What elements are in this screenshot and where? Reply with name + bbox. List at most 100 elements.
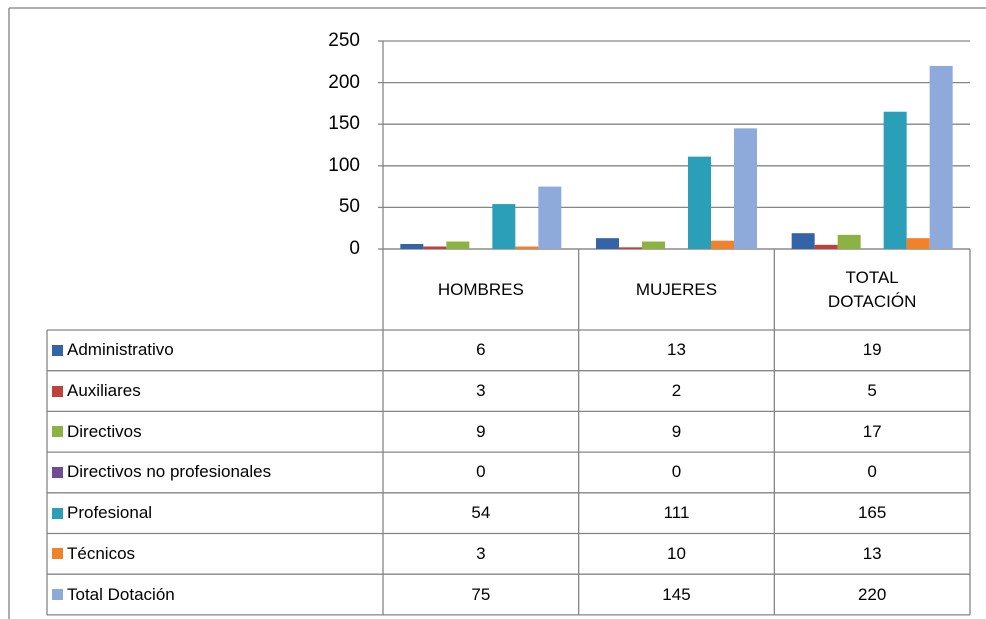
label: Administrativo	[67, 340, 174, 360]
category-label: MUJERES	[579, 251, 775, 328]
label: 145	[662, 584, 691, 604]
label: 250	[328, 30, 360, 51]
label: Directivos no profesionales	[67, 462, 272, 482]
label: 13	[862, 543, 882, 563]
bar	[538, 186, 562, 249]
y-tick-label: 0	[300, 237, 360, 261]
table-cell: 0	[383, 452, 579, 493]
label: 75	[471, 584, 491, 604]
label: 19	[862, 340, 882, 360]
legend-key	[52, 385, 63, 397]
label: 17	[862, 421, 882, 441]
label: 150	[328, 113, 360, 135]
label: MUJERES	[635, 279, 718, 299]
y-tick-label: 50	[300, 195, 360, 219]
bar	[814, 244, 838, 249]
label: 6	[476, 340, 486, 360]
label: 9	[476, 421, 486, 441]
category-label: HOMBRES	[383, 251, 579, 328]
bar	[906, 238, 930, 249]
label: 0	[349, 238, 360, 259]
bar	[619, 247, 642, 249]
label: 0	[476, 462, 486, 482]
bar	[711, 240, 734, 249]
table-cell: 5	[774, 371, 970, 412]
label: Auxiliares	[67, 381, 141, 401]
label: Total Dotación	[67, 584, 175, 604]
bar	[734, 128, 757, 249]
table-cell: 220	[774, 574, 970, 615]
label: 165	[857, 503, 887, 523]
table-cell: 0	[579, 452, 775, 493]
table-cell: 2	[579, 371, 775, 412]
y-tick-label: 200	[300, 71, 360, 95]
table-cell: 165	[774, 493, 970, 534]
table-cell: 19	[774, 330, 970, 371]
bar	[837, 234, 861, 249]
label: HOMBRES	[437, 279, 524, 299]
y-tick-label: 150	[300, 112, 360, 136]
category-label: TOTAL DOTACIÓN	[774, 251, 970, 328]
label: 2	[671, 381, 682, 401]
label: Directivos	[67, 421, 142, 441]
label: 200	[328, 71, 360, 93]
table-cell: 10	[579, 534, 775, 575]
label: 54	[471, 503, 491, 523]
legend-entry: Auxiliares	[52, 371, 382, 412]
legend-key	[52, 507, 63, 519]
legend-entry: Total Dotación	[52, 574, 382, 615]
table-cell: 9	[383, 411, 579, 452]
legend-entry: Directivos no profesionales	[52, 452, 382, 493]
table-cell: 111	[579, 493, 775, 534]
table-cell: 9	[579, 411, 775, 452]
table-cell: 13	[579, 330, 775, 371]
bar	[688, 156, 711, 249]
bar	[400, 244, 424, 249]
legend-key	[52, 344, 63, 356]
label: Técnicos	[67, 543, 136, 563]
bar	[883, 111, 907, 249]
label: 10	[667, 543, 686, 563]
label: 100	[328, 154, 360, 176]
table-cell: 54	[383, 493, 579, 534]
table-cell: 6	[383, 330, 579, 371]
bar	[446, 241, 470, 249]
legend-key	[52, 548, 63, 560]
label: 3	[476, 543, 486, 563]
bar	[596, 238, 619, 249]
bar	[929, 65, 953, 250]
legend-entry: Directivos	[52, 411, 382, 452]
bar	[492, 204, 516, 249]
label: 0	[671, 462, 682, 482]
table-cell: 75	[383, 574, 579, 615]
bar	[515, 246, 539, 249]
y-tick-label: 250	[300, 29, 360, 53]
y-tick-label: 100	[300, 154, 360, 178]
table-cell: 3	[383, 534, 579, 575]
label: 3	[476, 381, 486, 401]
label: 13	[667, 340, 686, 360]
bar	[642, 241, 665, 249]
table-cell: 17	[774, 411, 970, 452]
label: 5	[867, 381, 877, 401]
legend-entry: Administrativo	[52, 330, 382, 371]
legend-key	[52, 426, 63, 438]
legend-key	[52, 589, 63, 601]
table-cell: 145	[579, 574, 775, 615]
label: 111	[663, 503, 690, 523]
label: 220	[857, 584, 887, 604]
table-cell: 13	[774, 534, 970, 575]
legend-entry: Técnicos	[52, 534, 382, 575]
label: 9	[671, 421, 682, 441]
legend-key	[52, 466, 63, 478]
label: TOTAL DOTACIÓN	[827, 267, 917, 311]
legend-entry: Profesional	[52, 493, 382, 534]
label: 0	[867, 462, 877, 482]
bar	[423, 246, 447, 249]
table-cell: 3	[383, 371, 579, 412]
label: 50	[338, 196, 360, 218]
label: Profesional	[67, 503, 153, 523]
bar	[791, 233, 815, 249]
